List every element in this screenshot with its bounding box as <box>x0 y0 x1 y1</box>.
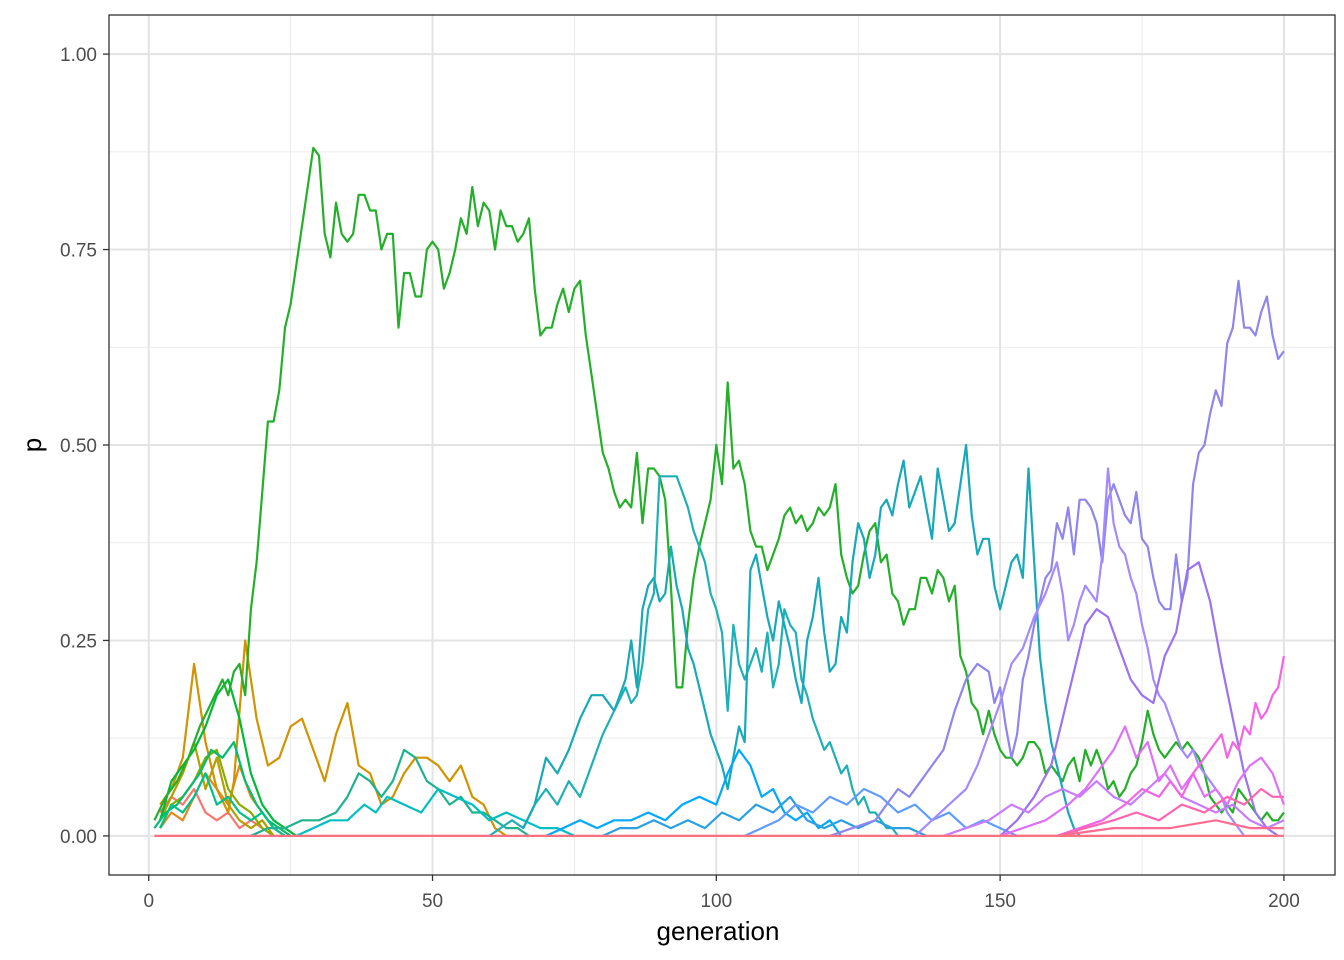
series-line-19 <box>999 561 1279 837</box>
x-tick-label: 0 <box>143 891 154 912</box>
y-tick-label: 1.00 <box>60 45 97 66</box>
series-line-13 <box>522 443 1081 837</box>
x-axis-ticks: 0 50 100 150 200 <box>143 875 1300 912</box>
x-axis-title: generation <box>657 916 780 946</box>
series-line-22 <box>1056 655 1285 837</box>
series-line-18 <box>914 467 1246 837</box>
x-tick-label: 150 <box>984 891 1016 912</box>
series-line-7 <box>153 146 1285 822</box>
series-line-3 <box>159 639 507 837</box>
y-tick-label: 0.50 <box>60 436 97 457</box>
y-tick-label: 0.75 <box>60 241 97 262</box>
x-tick-label: 200 <box>1268 891 1300 912</box>
x-tick-label: 50 <box>422 891 443 912</box>
series-line-20 <box>943 772 1285 837</box>
y-axis-ticks: 0.00 0.25 0.50 0.75 1.00 <box>60 45 109 848</box>
y-axis-title: p <box>17 438 47 452</box>
y-tick-label: 0.25 <box>60 631 97 652</box>
series-line-4 <box>159 741 275 837</box>
y-tick-label: 0.00 <box>60 827 97 848</box>
series-line-23 <box>1056 787 1284 837</box>
x-tick-label: 100 <box>700 891 732 912</box>
series-line-10 <box>250 748 530 837</box>
series-line-6 <box>159 678 297 837</box>
series-line-14 <box>545 748 843 837</box>
series-line-21 <box>999 725 1285 837</box>
series-lines <box>153 146 1285 837</box>
series-line-12 <box>488 475 899 837</box>
series-line-9 <box>159 772 286 837</box>
